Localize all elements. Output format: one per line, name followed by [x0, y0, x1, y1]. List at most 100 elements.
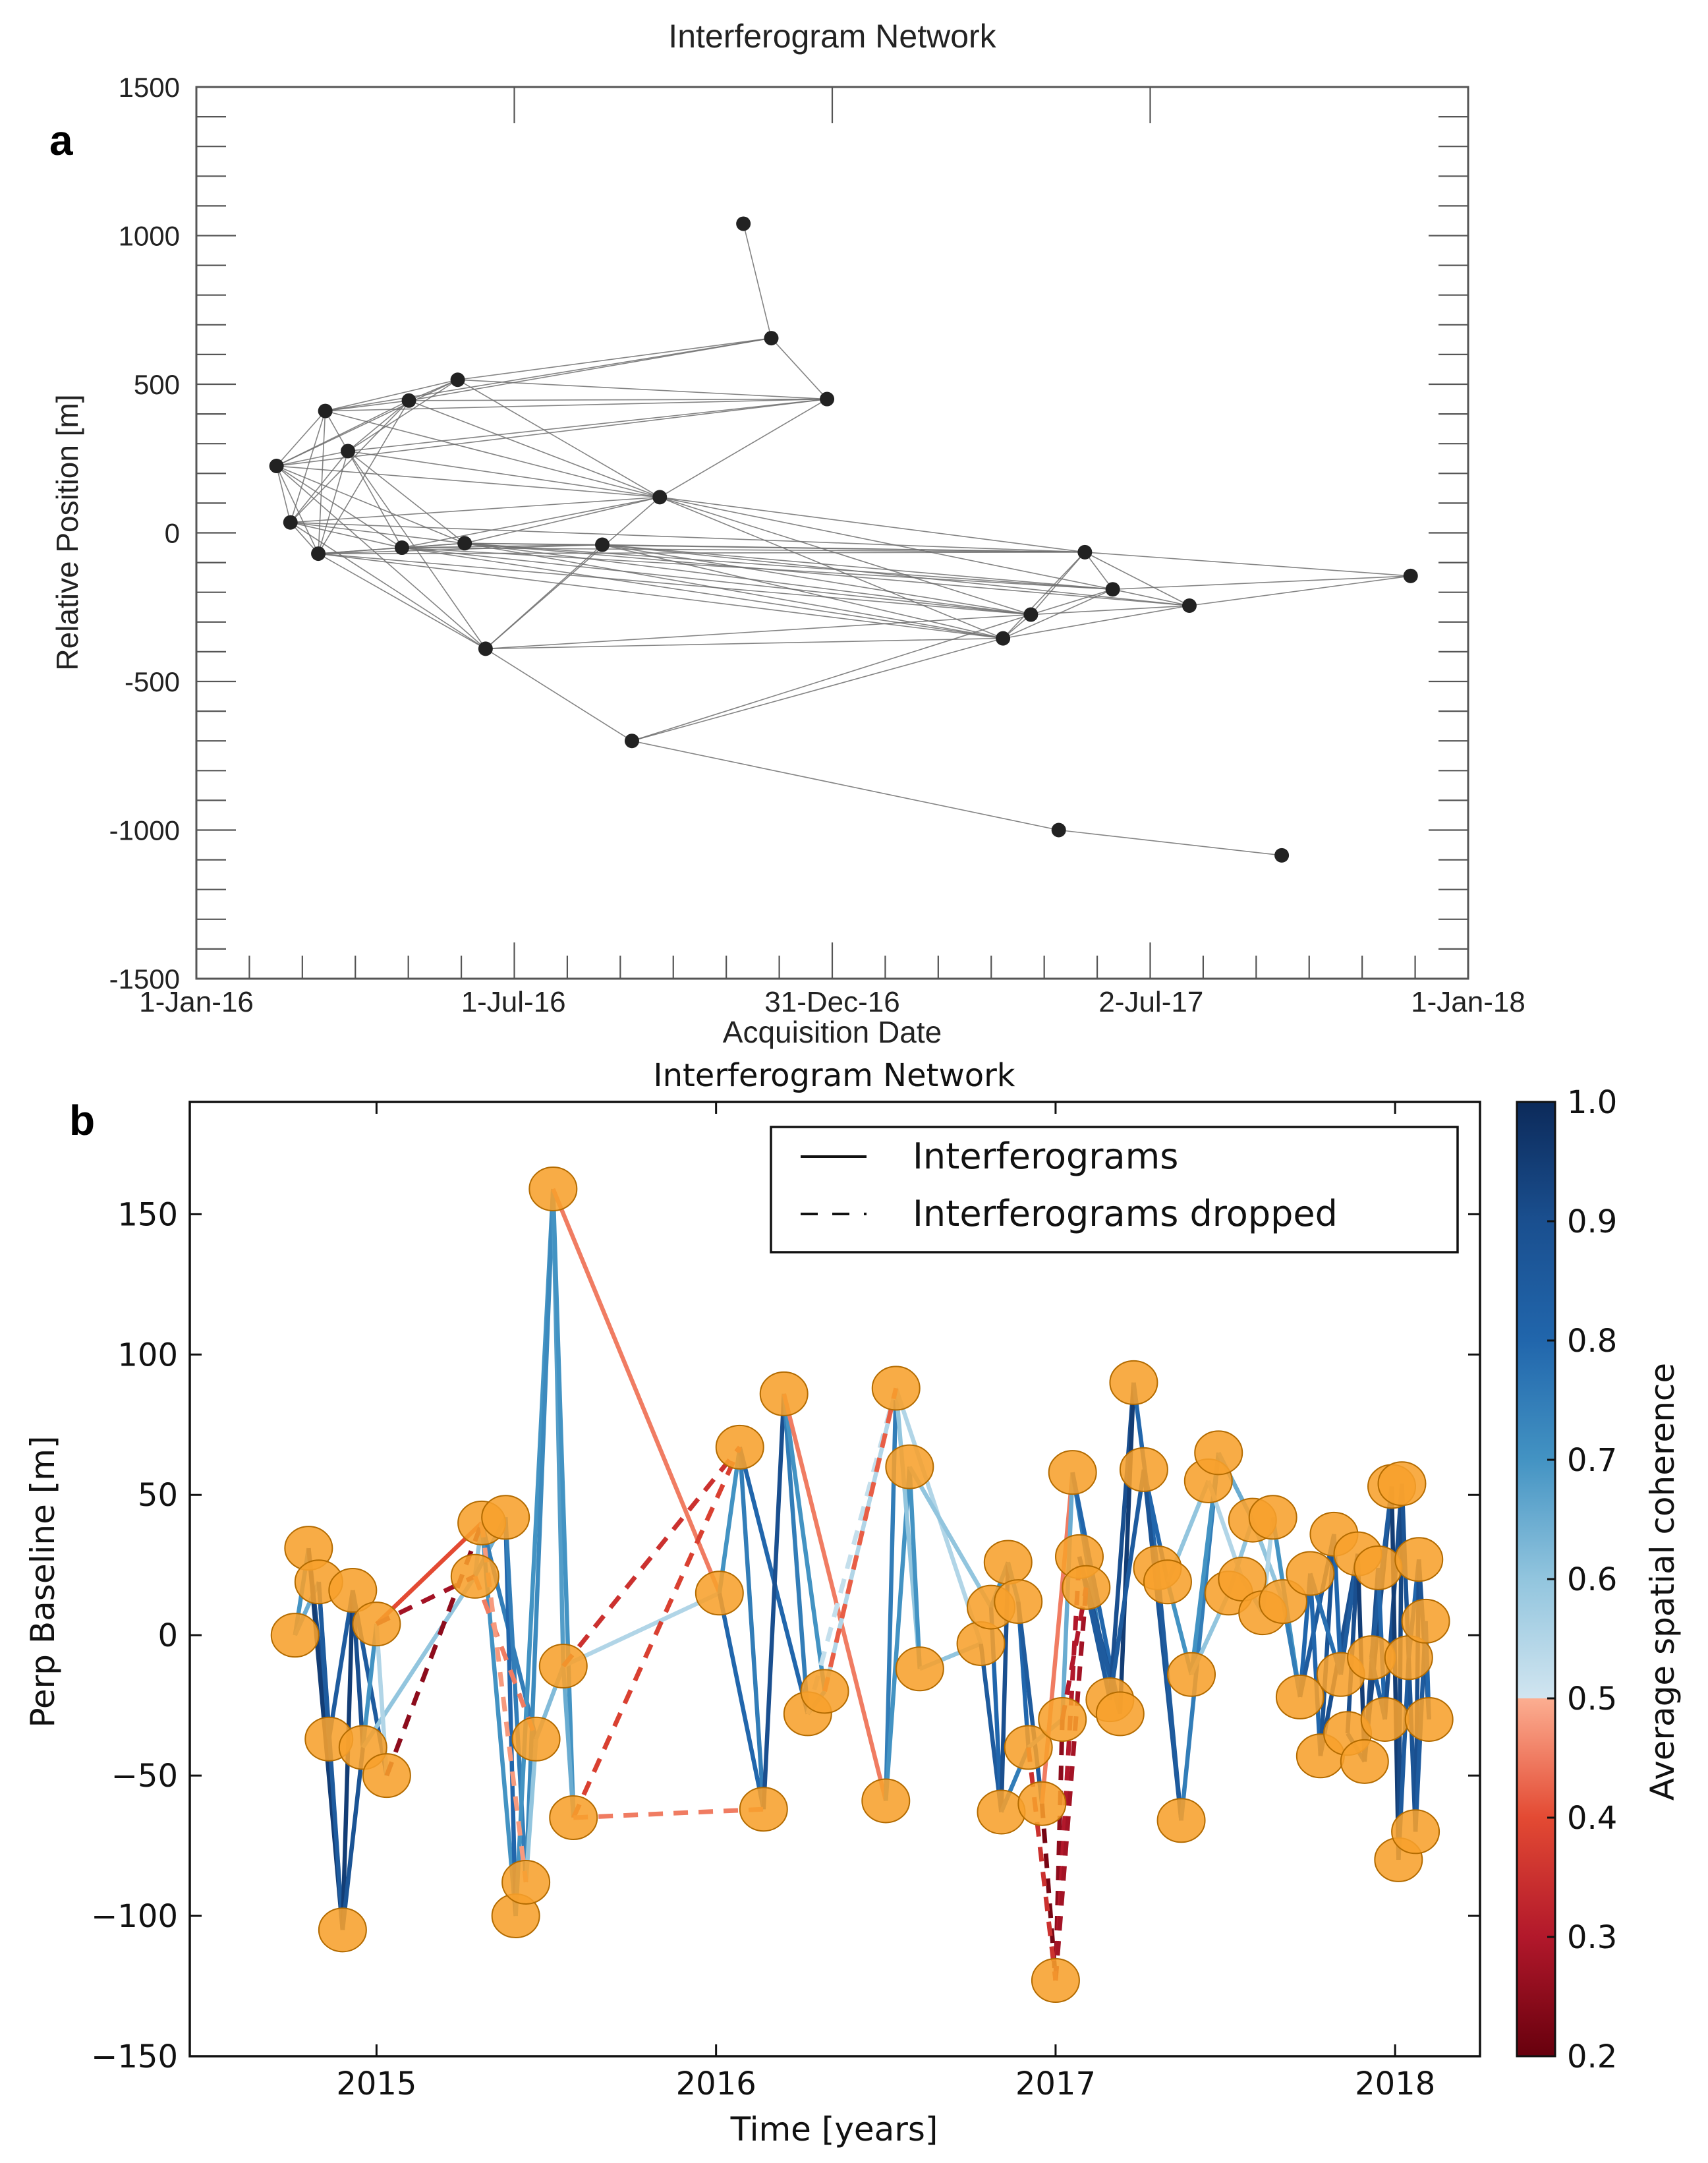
panel-a-ticks [195, 86, 1469, 980]
panel-b-y-tick-label: 50 [138, 1477, 178, 1514]
colorbar-tick-label: 0.3 [1567, 1919, 1617, 1956]
panel-b-node [1353, 1545, 1403, 1590]
panel-b-node [1038, 1696, 1087, 1742]
panel-a-edge [318, 553, 1031, 616]
panel-a-edge [318, 544, 603, 554]
panel-b-node [1391, 1809, 1440, 1855]
panel-b-plot-frame [188, 1101, 1481, 2058]
panel-b-node [1017, 1781, 1067, 1826]
panel-a-x-tick-label: 31-Dec-16 [764, 986, 899, 1018]
panel-a-edge [276, 465, 465, 544]
panel-b-node [695, 1571, 744, 1616]
panel-a-edge [409, 400, 660, 498]
panel-a-edge [318, 553, 1004, 639]
panel-b-x-tick-label: 2015 [336, 2065, 416, 2102]
panel-a-edge [660, 496, 1031, 616]
colorbar-tick-label: 0.5 [1567, 1681, 1617, 1717]
panel-a-node [1051, 822, 1066, 838]
legend-label-interferograms: Interferograms [913, 1136, 1178, 1177]
panel-a-edge [743, 223, 772, 339]
panel-a-edge [1085, 552, 1411, 577]
panel-a-edge [1112, 589, 1190, 606]
panel-a-y-tick-label: 500 [134, 369, 180, 400]
panel-b-dropped-edge [1039, 1803, 1058, 1981]
panel-b-node [318, 1907, 367, 1953]
colorbar-tick-label: 0.2 [1567, 2038, 1617, 2075]
panel-a-edge [290, 496, 660, 523]
panel-a-edge [457, 337, 772, 381]
panel-a-edge [1112, 575, 1411, 590]
panel-b-edge [782, 1393, 827, 1692]
panel-b-y-tick-label: −50 [111, 1758, 178, 1795]
panel-a-y-tick-label: 1500 [119, 72, 180, 103]
panel-b-edge [523, 1188, 555, 1883]
panel-a-node [450, 372, 465, 388]
panel-b-dropped-edge [472, 1575, 538, 1740]
panel-a-title: Interferogram Network [668, 18, 996, 55]
panel-a-edge [290, 450, 349, 523]
panel-a-x-tick-labels: 1-Jan-16 1-Jul-16 31-Dec-16 2-Jul-17 1-Jan-1… [139, 986, 1525, 1018]
panel-b-edge [561, 1665, 576, 1818]
panel-b-node [270, 1613, 320, 1658]
panel-a-letter: a [49, 117, 73, 164]
colorbar-ticks: 1.0 0.9 0.8 0.7 0.6 0.5 0.4 0.3 0.2 [1547, 1084, 1617, 2075]
panel-a-edge [290, 400, 410, 523]
colorbar-tick-label: 0.9 [1567, 1203, 1617, 1240]
panel-a-edge [401, 547, 1004, 639]
panel-a-node [311, 546, 326, 562]
panel-a-edge [290, 521, 1085, 553]
panel-a-node [1077, 544, 1093, 560]
panel-b-node [1248, 1495, 1297, 1540]
panel-a-nodes [269, 216, 1418, 863]
panel-a-edge [275, 465, 291, 523]
panel-a-edge [325, 410, 660, 498]
panel-a-edge [602, 544, 1031, 616]
panel-a-y-tick-labels: -1500 -1000 -500 0 500 1000 1500 [109, 72, 180, 995]
panel-b-node [861, 1778, 911, 1824]
panel-a-y-axis-label: Relative Position [m] [50, 394, 84, 670]
panel-b-legend: Interferograms Interferograms dropped [770, 1126, 1459, 1254]
panel-b-node [759, 1371, 809, 1416]
panel-b-node [481, 1495, 530, 1540]
panel-a-edge [1084, 552, 1114, 590]
panel-b-edge [1108, 1469, 1147, 1700]
panel-b-edge [907, 1466, 993, 1609]
panel-a-x-axis-label: Acquisition Date [723, 1015, 942, 1049]
panel-a-y-tick-label: -500 [125, 666, 180, 697]
colorbar-tick-label: 0.4 [1567, 1800, 1617, 1837]
panel-b-node [328, 1568, 378, 1613]
panel-a-edge [1084, 552, 1190, 606]
panel-b-node [1340, 1739, 1389, 1784]
panel-a-edge [465, 542, 1113, 590]
panel-a-edge [276, 450, 349, 467]
panel-a-edge [1189, 575, 1411, 606]
panel-a-node [652, 490, 668, 505]
panel-a-edge [1002, 552, 1085, 639]
panel-b-edge [761, 1393, 786, 1810]
panel-b-node [1119, 1447, 1168, 1492]
panel-a-edge [325, 379, 458, 412]
panel-a-node [1105, 582, 1120, 597]
panel-a-edge [770, 337, 828, 400]
panel-a-node [318, 403, 333, 418]
panel-b-x-tick-label: 2017 [1015, 2065, 1096, 2102]
panel-a-edge [318, 552, 1085, 554]
panel-a: a Interferogram Network -1500 -1000 -500 0 5… [49, 18, 1525, 1049]
panel-b-dropped-edge [1053, 1587, 1089, 1981]
panel-a-edge [485, 637, 1004, 650]
panel-a-edge [290, 521, 403, 548]
panel-b-nodes [270, 1167, 1454, 2004]
panel-b-node [983, 1540, 1033, 1585]
panel-a-edge [1030, 552, 1085, 616]
panel-a-node [457, 536, 472, 551]
panel-b-y-tick-label: −100 [91, 1898, 178, 1935]
panel-a-node [820, 391, 835, 407]
panel-b-dropped-edge [375, 1574, 476, 1627]
panel-b-node [538, 1644, 588, 1689]
panel-b-x-tick-labels: 2015 2016 2017 2018 [336, 2065, 1435, 2102]
panel-a-edge [325, 337, 772, 412]
panel-a-edge [465, 542, 1004, 639]
panel-b-edge [1016, 1601, 1044, 1804]
panel-a-edge [347, 400, 410, 452]
